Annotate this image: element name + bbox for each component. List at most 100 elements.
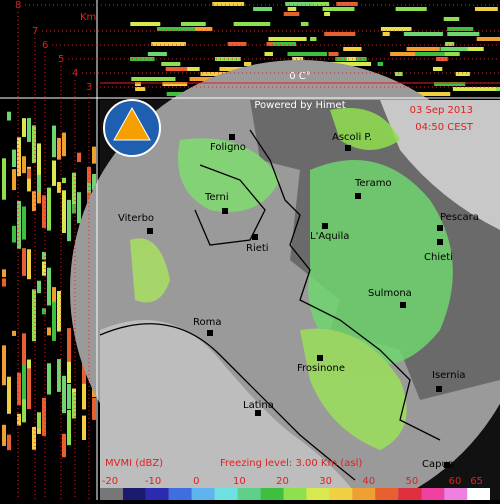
- echo-cell: [37, 412, 41, 432]
- unit: Km: [80, 12, 96, 23]
- echo-cell: [157, 27, 198, 31]
- echo-cell: [329, 62, 372, 66]
- date: 03 Sep 2013: [410, 105, 473, 116]
- powered: Powered by Himet: [254, 100, 345, 111]
- scale-tick: -20: [102, 476, 118, 487]
- echo-cell: [42, 400, 46, 431]
- city-marker: [437, 239, 443, 245]
- echo-cell: [62, 190, 66, 233]
- echo-cell: [37, 174, 41, 193]
- echo-cell: [72, 172, 76, 191]
- echo-cell: [227, 42, 247, 46]
- scale-swatch: [306, 488, 330, 500]
- echo-cell: [300, 2, 313, 6]
- echo-cell: [135, 87, 146, 91]
- scale-swatch: [329, 488, 353, 500]
- city-label: Roma: [193, 317, 222, 328]
- city-label: Frosinone: [297, 363, 345, 374]
- height-label: 5: [58, 54, 64, 65]
- echo-cell: [77, 192, 81, 224]
- city-label: Latina: [243, 400, 274, 411]
- city-label: Teramo: [354, 178, 392, 189]
- echo-cell: [42, 308, 46, 315]
- city-marker: [436, 386, 442, 392]
- echo-cell: [300, 22, 309, 26]
- echo-cell: [285, 2, 311, 6]
- echo-cell: [67, 361, 71, 383]
- echo-cell: [37, 192, 41, 204]
- height-label: 3: [86, 82, 92, 93]
- echo-cell: [42, 251, 46, 260]
- scale-swatch: [421, 488, 445, 500]
- echo-cell: [403, 32, 429, 36]
- echo-cell: [440, 47, 484, 51]
- echo-cell: [467, 47, 484, 51]
- echo-cell: [32, 157, 36, 164]
- scale-swatch: [214, 488, 238, 500]
- echo-cell: [440, 52, 460, 56]
- echo-cell: [42, 261, 46, 276]
- echo-cell: [12, 330, 16, 336]
- echo-cell: [7, 111, 11, 121]
- echo-cell: [287, 7, 297, 11]
- scale-swatch: [375, 488, 399, 500]
- scale-tick: 30: [319, 476, 332, 487]
- echo-cell: [77, 152, 81, 162]
- height-label: 8: [15, 0, 21, 11]
- product: MVMI (dBZ): [105, 458, 163, 469]
- echo-cell: [147, 52, 167, 56]
- echo-cell: [67, 383, 71, 409]
- echo-cell: [324, 12, 331, 16]
- echo-cell: [27, 367, 31, 410]
- scale-tick: 60: [449, 476, 462, 487]
- echo-cell: [322, 7, 355, 11]
- echo-cell: [2, 345, 6, 386]
- echo-cell: [47, 187, 51, 229]
- scale-tick: 50: [406, 476, 419, 487]
- freezing-level: Freezing level: 3.00 Km (asl): [220, 458, 362, 469]
- echo-cell: [62, 433, 66, 458]
- echo-cell: [165, 67, 188, 71]
- echo-cell: [189, 77, 227, 81]
- city-marker: [255, 410, 261, 416]
- echo-cell: [2, 424, 6, 446]
- echo-cell: [7, 434, 11, 451]
- scale-tick: 10: [233, 476, 246, 487]
- city-label: Pescara: [440, 212, 479, 223]
- echo-cell: [92, 173, 96, 191]
- city-marker: [437, 225, 443, 231]
- scale-tick: 65: [470, 476, 483, 487]
- echo-cell: [394, 72, 403, 76]
- echo-cell: [22, 364, 26, 400]
- height-label: 7: [32, 26, 38, 37]
- echo-cell: [310, 37, 317, 41]
- scale-tick: 40: [362, 476, 375, 487]
- echo-cell: [47, 327, 51, 336]
- scale-swatch: [122, 488, 146, 500]
- echo-cell: [219, 67, 250, 71]
- echo-cell: [22, 118, 26, 137]
- echo-cell: [22, 156, 26, 174]
- echo-cell: [130, 57, 155, 61]
- echo-cell: [382, 32, 390, 36]
- echo-cell: [32, 191, 36, 212]
- scale-tick: -10: [145, 476, 161, 487]
- echo-cell: [162, 82, 188, 86]
- echo-cell: [17, 147, 21, 177]
- echo-cell: [57, 359, 61, 392]
- echo: [178, 138, 280, 212]
- echo-cell: [27, 359, 31, 369]
- echo-cell: [27, 168, 31, 179]
- echo-cell: [47, 364, 51, 395]
- echo-cell: [82, 415, 86, 440]
- echo-cell: [447, 27, 474, 31]
- echo-cell: [180, 22, 206, 26]
- height-label: 4: [72, 68, 78, 79]
- adriatic: [380, 100, 500, 230]
- echo-cell: [17, 372, 21, 406]
- city-marker: [317, 355, 323, 361]
- echo-cell: [32, 314, 36, 342]
- scale-swatch: [145, 488, 169, 500]
- echo-cell: [200, 72, 235, 76]
